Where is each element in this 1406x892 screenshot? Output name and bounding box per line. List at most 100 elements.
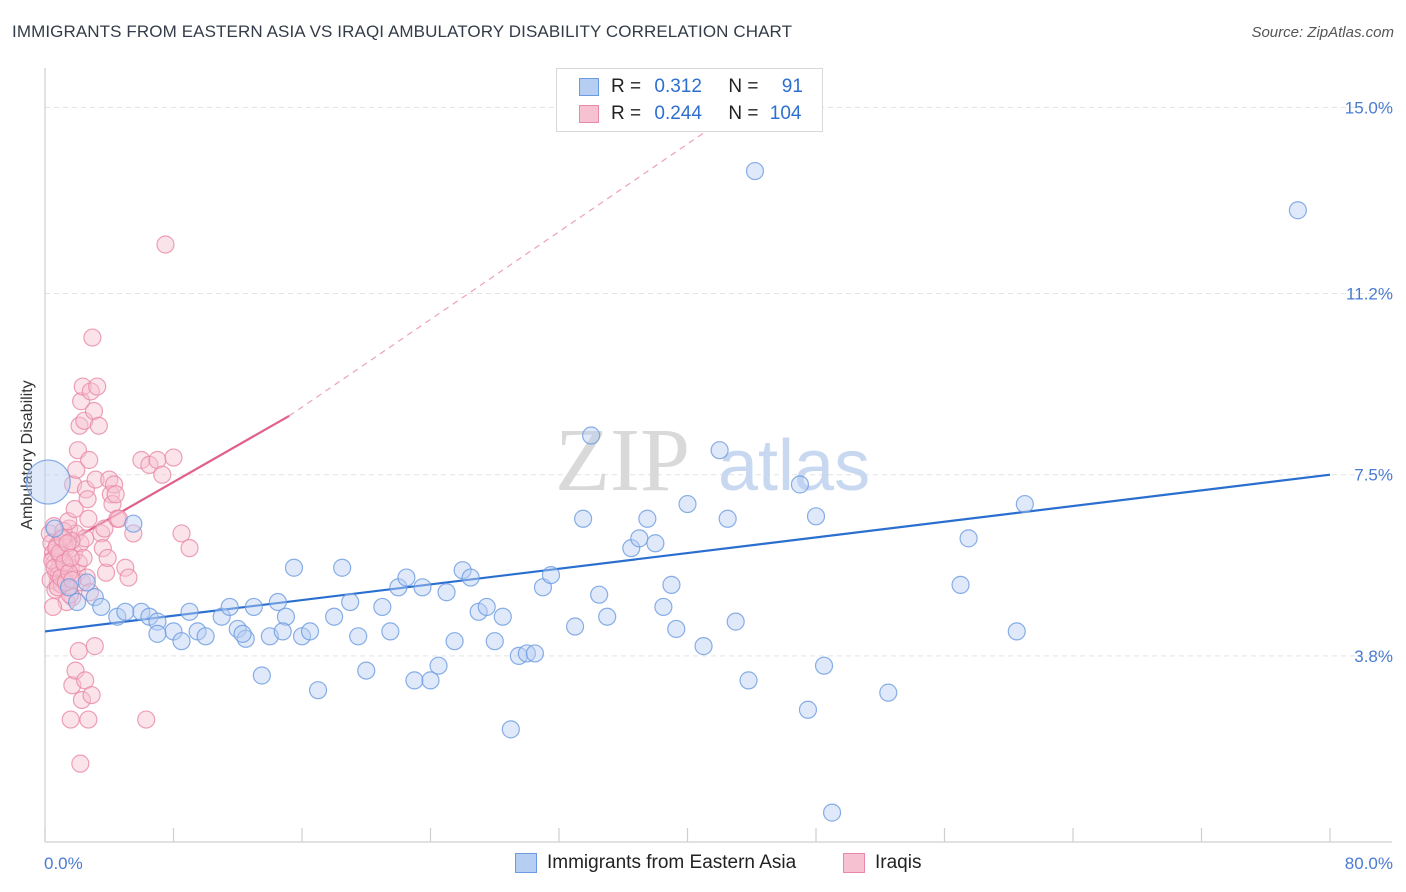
series-legend: Immigrants from Eastern Asia Iraqis	[0, 852, 1406, 876]
trend-lines	[44, 121, 1331, 633]
eastern-asia-point	[798, 700, 818, 719]
trend-line-iraqis	[44, 414, 290, 557]
iraqis-point	[95, 519, 114, 538]
iraqis-point	[83, 328, 102, 347]
eastern-asia-point	[308, 681, 328, 700]
iraqis-point	[137, 710, 156, 729]
eastern-asia-point	[598, 607, 617, 626]
eastern-asia-point	[1007, 622, 1026, 641]
iraqis-point	[72, 392, 91, 411]
series-label-iraqis: Iraqis	[875, 852, 922, 873]
eastern-asia-point	[85, 588, 104, 607]
eastern-asia-point	[951, 575, 970, 594]
iraqis-point	[80, 450, 99, 470]
eastern-asia-point	[236, 629, 255, 648]
eastern-asia-point	[124, 514, 143, 533]
eastern-asia-point	[485, 632, 504, 651]
iraqis-point	[61, 548, 80, 568]
eastern-asia-point	[493, 607, 512, 626]
iraqis-point	[47, 539, 66, 558]
y-tick-label: 3.8%	[1354, 647, 1393, 666]
eastern-asia-point	[284, 558, 304, 577]
series-swatch-blue	[515, 853, 537, 873]
x-tick-label-max: 80.0%	[1345, 854, 1393, 873]
iraqis-point	[86, 470, 105, 489]
gridlines	[45, 106, 1390, 657]
eastern-asia-point	[196, 627, 215, 646]
eastern-asia-point	[678, 494, 697, 514]
eastern-asia-point	[590, 585, 609, 604]
eastern-asia-point	[381, 622, 400, 641]
iraqis-point	[98, 548, 117, 568]
eastern-asia-point	[59, 578, 79, 597]
trend-line-iraqis-extension	[288, 121, 720, 417]
eastern-asia-point	[662, 575, 681, 594]
iraqis-point	[43, 597, 63, 617]
iraqis-point	[58, 534, 77, 553]
eastern-asia-point	[573, 509, 593, 528]
legend-n-label: N =	[728, 76, 764, 97]
eastern-asia-point	[1015, 494, 1034, 514]
iraqis-point	[67, 460, 86, 479]
eastern-asia-point	[172, 632, 191, 651]
watermark-zip: ZIP	[555, 411, 690, 510]
eastern-asia-point	[745, 161, 765, 181]
legend-row-iraqis: R = 0.244 N = 104	[579, 102, 801, 126]
eastern-asia-point	[638, 509, 657, 528]
iraqis-point	[180, 539, 199, 558]
eastern-asia-point	[116, 602, 135, 621]
tick-labels: 3.8% 7.5% 11.2% 15.0% 0.0% 80.0%	[44, 98, 1393, 873]
eastern-asia-point	[349, 627, 368, 646]
eastern-asia-point	[445, 632, 464, 651]
iraqis-point	[119, 568, 138, 587]
eastern-asia-point	[477, 597, 496, 617]
correlation-legend: R = 0.312 N = 91 R = 0.244 N = 104	[556, 68, 823, 132]
eastern-asia-point	[501, 720, 520, 739]
legend-swatch-blue	[579, 78, 599, 96]
eastern-asia-point	[806, 507, 826, 526]
eastern-asia-point	[654, 597, 673, 617]
legend-n-value: 104	[769, 103, 802, 124]
legend-row-eastern-asia: R = 0.312 N = 91	[579, 75, 803, 99]
eastern-asia-point	[421, 671, 440, 690]
iraqis-point	[84, 401, 104, 421]
eastern-asia-point	[77, 573, 96, 592]
iraqis-point	[153, 465, 172, 484]
iraqis-point	[85, 637, 104, 656]
iraqis-point	[79, 509, 98, 528]
legend-n-label: N =	[728, 103, 764, 124]
iraqis-points	[40, 235, 199, 773]
eastern-asia-point	[879, 683, 898, 702]
legend-r-label: R =	[611, 76, 647, 97]
iraqis-point	[164, 448, 183, 467]
eastern-asia-point	[233, 624, 252, 643]
trend-line-eastern-asia	[44, 473, 1331, 633]
eastern-asia-point	[413, 578, 432, 597]
chart-title: IMMIGRANTS FROM EASTERN ASIA VS IRAQI AM…	[12, 22, 793, 41]
series-legend-eastern-asia: Immigrants from Eastern Asia	[515, 852, 796, 874]
iraqis-point	[61, 710, 80, 729]
iraqis-point	[66, 661, 85, 680]
eastern-asia-point	[397, 568, 416, 587]
eastern-asia-point	[630, 529, 649, 548]
axes	[44, 68, 1392, 843]
eastern-asia-point	[244, 597, 263, 617]
iraqis-point	[78, 490, 97, 509]
eastern-asia-point	[373, 597, 392, 617]
watermark-atlas: atlas	[718, 426, 870, 506]
series-legend-iraqis: Iraqis	[843, 852, 921, 874]
eastern-asia-point	[273, 622, 292, 641]
eastern-asia-point	[565, 617, 585, 636]
eastern-asia-point	[739, 671, 758, 690]
iraqis-point	[172, 524, 191, 543]
eastern-asia-point	[790, 475, 810, 494]
series-label-eastern-asia: Immigrants from Eastern Asia	[547, 852, 797, 873]
eastern-asia-point	[276, 607, 296, 626]
eastern-asia-point	[25, 459, 71, 505]
legend-swatch-pink	[579, 105, 599, 123]
eastern-asia-point	[68, 592, 87, 612]
legend-r-value: 0.244	[654, 103, 702, 124]
iraqis-point	[89, 416, 108, 435]
eastern-asia-point	[300, 622, 320, 641]
